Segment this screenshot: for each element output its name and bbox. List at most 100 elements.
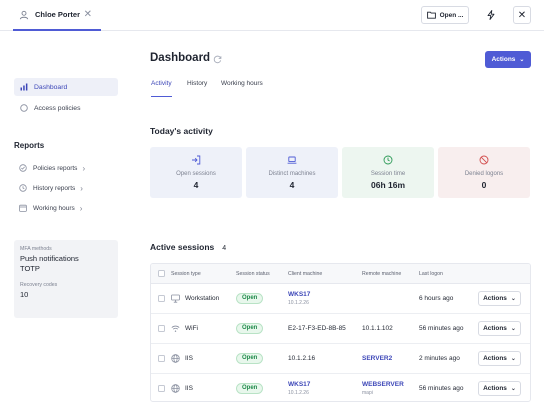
row-actions-button[interactable]: Actions ⌄ bbox=[478, 291, 521, 306]
stat-value: 4 bbox=[193, 180, 199, 190]
stat-card-distinct-machines: Distinct machines 4 bbox=[246, 147, 338, 198]
sidebar-item-dashboard[interactable]: Dashboard bbox=[14, 78, 118, 96]
table-row[interactable]: IIS Open 10.1.2.16 SERVER2 2 minutes ago… bbox=[151, 344, 530, 374]
mfa-method: Push notifications bbox=[20, 254, 79, 263]
top-bar: Chloe Porter ✕ Open ... ✕ bbox=[0, 0, 544, 31]
chevron-right-icon: › bbox=[82, 163, 86, 173]
calendar-icon bbox=[19, 204, 27, 212]
tab-working-hours[interactable]: Working hours bbox=[221, 80, 263, 87]
sidebar-item-label: Dashboard bbox=[34, 83, 68, 91]
sidebar-item-working-hours[interactable]: Working hours › bbox=[14, 200, 82, 216]
open-button-label: Open ... bbox=[439, 11, 464, 19]
tab-activity[interactable]: Activity bbox=[151, 80, 172, 97]
quick-action-button[interactable] bbox=[481, 6, 501, 24]
table-row[interactable]: IIS Open WKS17 10.1.2.26 WEBSERVER mapi … bbox=[151, 374, 530, 401]
ban-icon bbox=[479, 155, 489, 165]
client-machine: 10.1.2.16 bbox=[288, 355, 316, 362]
remote-machine-service: mapi bbox=[362, 390, 373, 396]
monitor-icon bbox=[171, 294, 180, 303]
close-tab-icon[interactable]: ✕ bbox=[83, 9, 92, 20]
mfa-summary-card: MFA methods Push notifications TOTP Reco… bbox=[14, 240, 118, 318]
tab-history[interactable]: History bbox=[187, 80, 208, 87]
user-tab[interactable]: Chloe Porter ✕ bbox=[13, 0, 101, 31]
mfa-methods-caption: MFA methods bbox=[20, 246, 52, 252]
status-badge: Open bbox=[236, 293, 264, 304]
row-actions-label: Actions bbox=[483, 325, 507, 332]
folder-icon bbox=[426, 11, 436, 19]
page-title: Dashboard bbox=[150, 52, 211, 64]
table-header: Session type Session status Client machi… bbox=[151, 264, 530, 284]
column-header[interactable]: Session status bbox=[236, 271, 270, 277]
session-type: WiFi bbox=[185, 325, 198, 332]
sidebar-item-label: History reports bbox=[33, 184, 76, 192]
column-header[interactable]: Client machine bbox=[288, 271, 323, 277]
last-logon: 6 hours ago bbox=[419, 295, 454, 302]
row-checkbox[interactable] bbox=[158, 385, 165, 392]
login-icon bbox=[192, 155, 201, 165]
chevron-down-icon: ⌄ bbox=[519, 57, 525, 63]
remote-machine-link[interactable]: WEBSERVER bbox=[362, 381, 404, 388]
status-badge: Open bbox=[236, 353, 264, 364]
sidebar-item-policies-reports[interactable]: Policies reports › bbox=[14, 160, 85, 176]
table-row[interactable]: WiFi Open E2-17-F3-ED-8B-85 10.1.1.102 5… bbox=[151, 314, 530, 344]
column-header[interactable]: Session type bbox=[171, 271, 201, 277]
row-actions-button[interactable]: Actions ⌄ bbox=[478, 381, 521, 396]
recovery-codes-value: 10 bbox=[20, 290, 29, 299]
last-logon: 2 minutes ago bbox=[419, 355, 460, 362]
reports-heading: Reports bbox=[14, 141, 45, 150]
remote-machine-link[interactable]: SERVER2 bbox=[362, 355, 393, 362]
client-machine-link[interactable]: WKS17 bbox=[288, 291, 311, 298]
stat-card-denied-logons: Denied logons 0 bbox=[438, 147, 530, 198]
row-actions-label: Actions bbox=[483, 385, 507, 392]
open-button[interactable]: Open ... bbox=[421, 6, 469, 24]
row-actions-button[interactable]: Actions ⌄ bbox=[478, 351, 521, 366]
stat-label: Session time bbox=[370, 171, 406, 177]
recovery-codes-caption: Recovery codes bbox=[20, 282, 58, 288]
session-type: Workstation bbox=[185, 295, 220, 302]
row-checkbox[interactable] bbox=[158, 295, 165, 302]
history-icon bbox=[19, 184, 27, 192]
stat-card-session-time: Session time 06h 16m bbox=[342, 147, 434, 198]
client-machine-ip: 10.1.2.26 bbox=[288, 390, 309, 396]
session-type: IIS bbox=[185, 385, 193, 392]
globe-icon bbox=[171, 354, 180, 363]
stat-label: Distinct machines bbox=[268, 171, 316, 177]
sidebar-item-access-policies[interactable]: Access policies bbox=[14, 99, 118, 117]
actions-button[interactable]: Actions ⌄ bbox=[485, 51, 531, 68]
lightning-icon bbox=[487, 10, 495, 20]
row-checkbox[interactable] bbox=[158, 355, 165, 362]
laptop-icon bbox=[287, 156, 297, 164]
chevron-down-icon: ⌄ bbox=[510, 326, 516, 332]
active-sessions-heading: Active sessions 4 bbox=[150, 242, 226, 252]
table-row[interactable]: Workstation Open WKS17 10.1.2.26 6 hours… bbox=[151, 284, 530, 314]
sidebar-item-label: Policies reports bbox=[33, 164, 78, 172]
row-actions-label: Actions bbox=[483, 355, 507, 362]
bar-chart-icon bbox=[20, 83, 28, 91]
mfa-method: TOTP bbox=[20, 264, 40, 273]
refresh-icon[interactable] bbox=[213, 55, 222, 64]
close-icon: ✕ bbox=[517, 9, 527, 21]
stat-card-open-sessions: Open sessions 4 bbox=[150, 147, 242, 198]
close-window-button[interactable]: ✕ bbox=[513, 6, 531, 24]
client-machine-ip: 10.1.2.26 bbox=[288, 300, 309, 306]
circle-icon bbox=[20, 104, 28, 112]
column-header[interactable]: Last logon bbox=[419, 271, 443, 277]
last-logon: 56 minutes ago bbox=[419, 325, 464, 332]
stat-value: 4 bbox=[289, 180, 295, 190]
remote-machine: 10.1.1.102 bbox=[362, 325, 393, 332]
row-actions-button[interactable]: Actions ⌄ bbox=[478, 321, 521, 336]
select-all-checkbox[interactable] bbox=[158, 270, 165, 277]
user-tab-label: Chloe Porter bbox=[35, 10, 81, 19]
shield-check-icon bbox=[19, 164, 27, 172]
chevron-right-icon: › bbox=[80, 183, 83, 193]
column-header[interactable]: Remote machine bbox=[362, 271, 402, 277]
sidebar-item-history-reports[interactable]: History reports › bbox=[14, 180, 83, 196]
user-icon bbox=[19, 10, 29, 19]
sidebar-item-label: Access policies bbox=[34, 104, 81, 112]
stat-value: 06h 16m bbox=[370, 180, 406, 190]
wifi-icon bbox=[171, 325, 180, 332]
client-machine-link[interactable]: WKS17 bbox=[288, 381, 311, 388]
sidebar: Dashboard Access policies Reports Polici… bbox=[0, 31, 130, 415]
globe-icon bbox=[171, 384, 180, 393]
row-checkbox[interactable] bbox=[158, 325, 165, 332]
